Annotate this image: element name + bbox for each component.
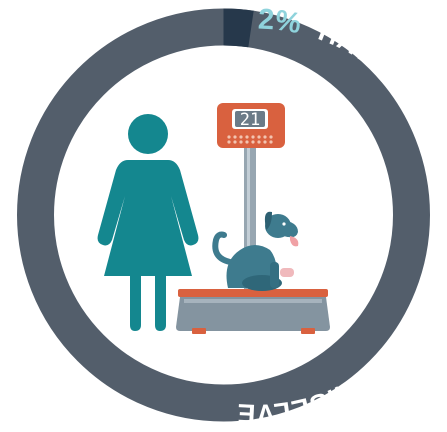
percent-label: 2% (257, 4, 303, 41)
progress-ring-highlight (223, 8, 254, 48)
woman-icon (97, 114, 199, 331)
dog-icon (212, 211, 299, 291)
scale-display: 21 (240, 110, 260, 130)
